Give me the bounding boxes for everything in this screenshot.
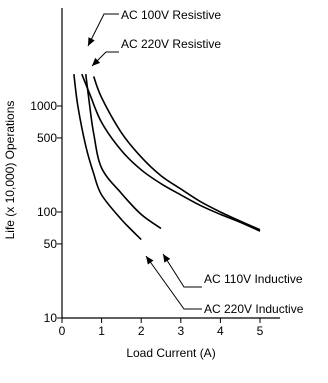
series-arrowhead xyxy=(146,256,154,265)
series-line-4 xyxy=(73,73,142,241)
y-tick-label: 50 xyxy=(44,237,58,251)
y-tick-label: 1000 xyxy=(30,99,57,113)
series-arrowhead xyxy=(92,57,101,66)
series-label: AC 220V Resistive xyxy=(121,37,221,51)
plot-area xyxy=(61,8,280,319)
x-tick-label: 3 xyxy=(177,324,184,338)
series-label: AC 110V Inductive xyxy=(204,272,303,286)
axis-ticks: 0 1 2 3 4 5 10 50 100 500 1000 xyxy=(30,99,263,338)
series-line-1 xyxy=(81,73,261,232)
x-tick-label: 5 xyxy=(257,324,264,338)
x-tick-label: 4 xyxy=(217,324,224,338)
y-tick-label: 500 xyxy=(37,131,57,145)
series-leader-line xyxy=(162,253,202,288)
series-arrowhead xyxy=(88,37,95,46)
series-leader-line xyxy=(87,13,119,47)
series-label: AC 220V Inductive xyxy=(204,302,304,316)
series-arrowhead xyxy=(163,254,171,263)
series-line-2 xyxy=(92,76,261,231)
x-tick-label: 2 xyxy=(138,324,145,338)
x-tick-label: 1 xyxy=(98,324,105,338)
series-leader-line xyxy=(145,255,202,310)
y-tick-label: 100 xyxy=(37,205,57,219)
y-axis-label: Life (x 10,000) Operations xyxy=(3,101,17,240)
series-label: AC 100V Resistive xyxy=(121,8,221,22)
x-tick-label: 0 xyxy=(59,324,66,338)
y-tick-label: 10 xyxy=(44,311,58,325)
x-axis-label: Load Current (A) xyxy=(126,346,215,360)
series-line-3 xyxy=(84,73,162,230)
chart-marks: AC 100V Resistive AC 220V Resistive AC 110… xyxy=(73,8,304,316)
